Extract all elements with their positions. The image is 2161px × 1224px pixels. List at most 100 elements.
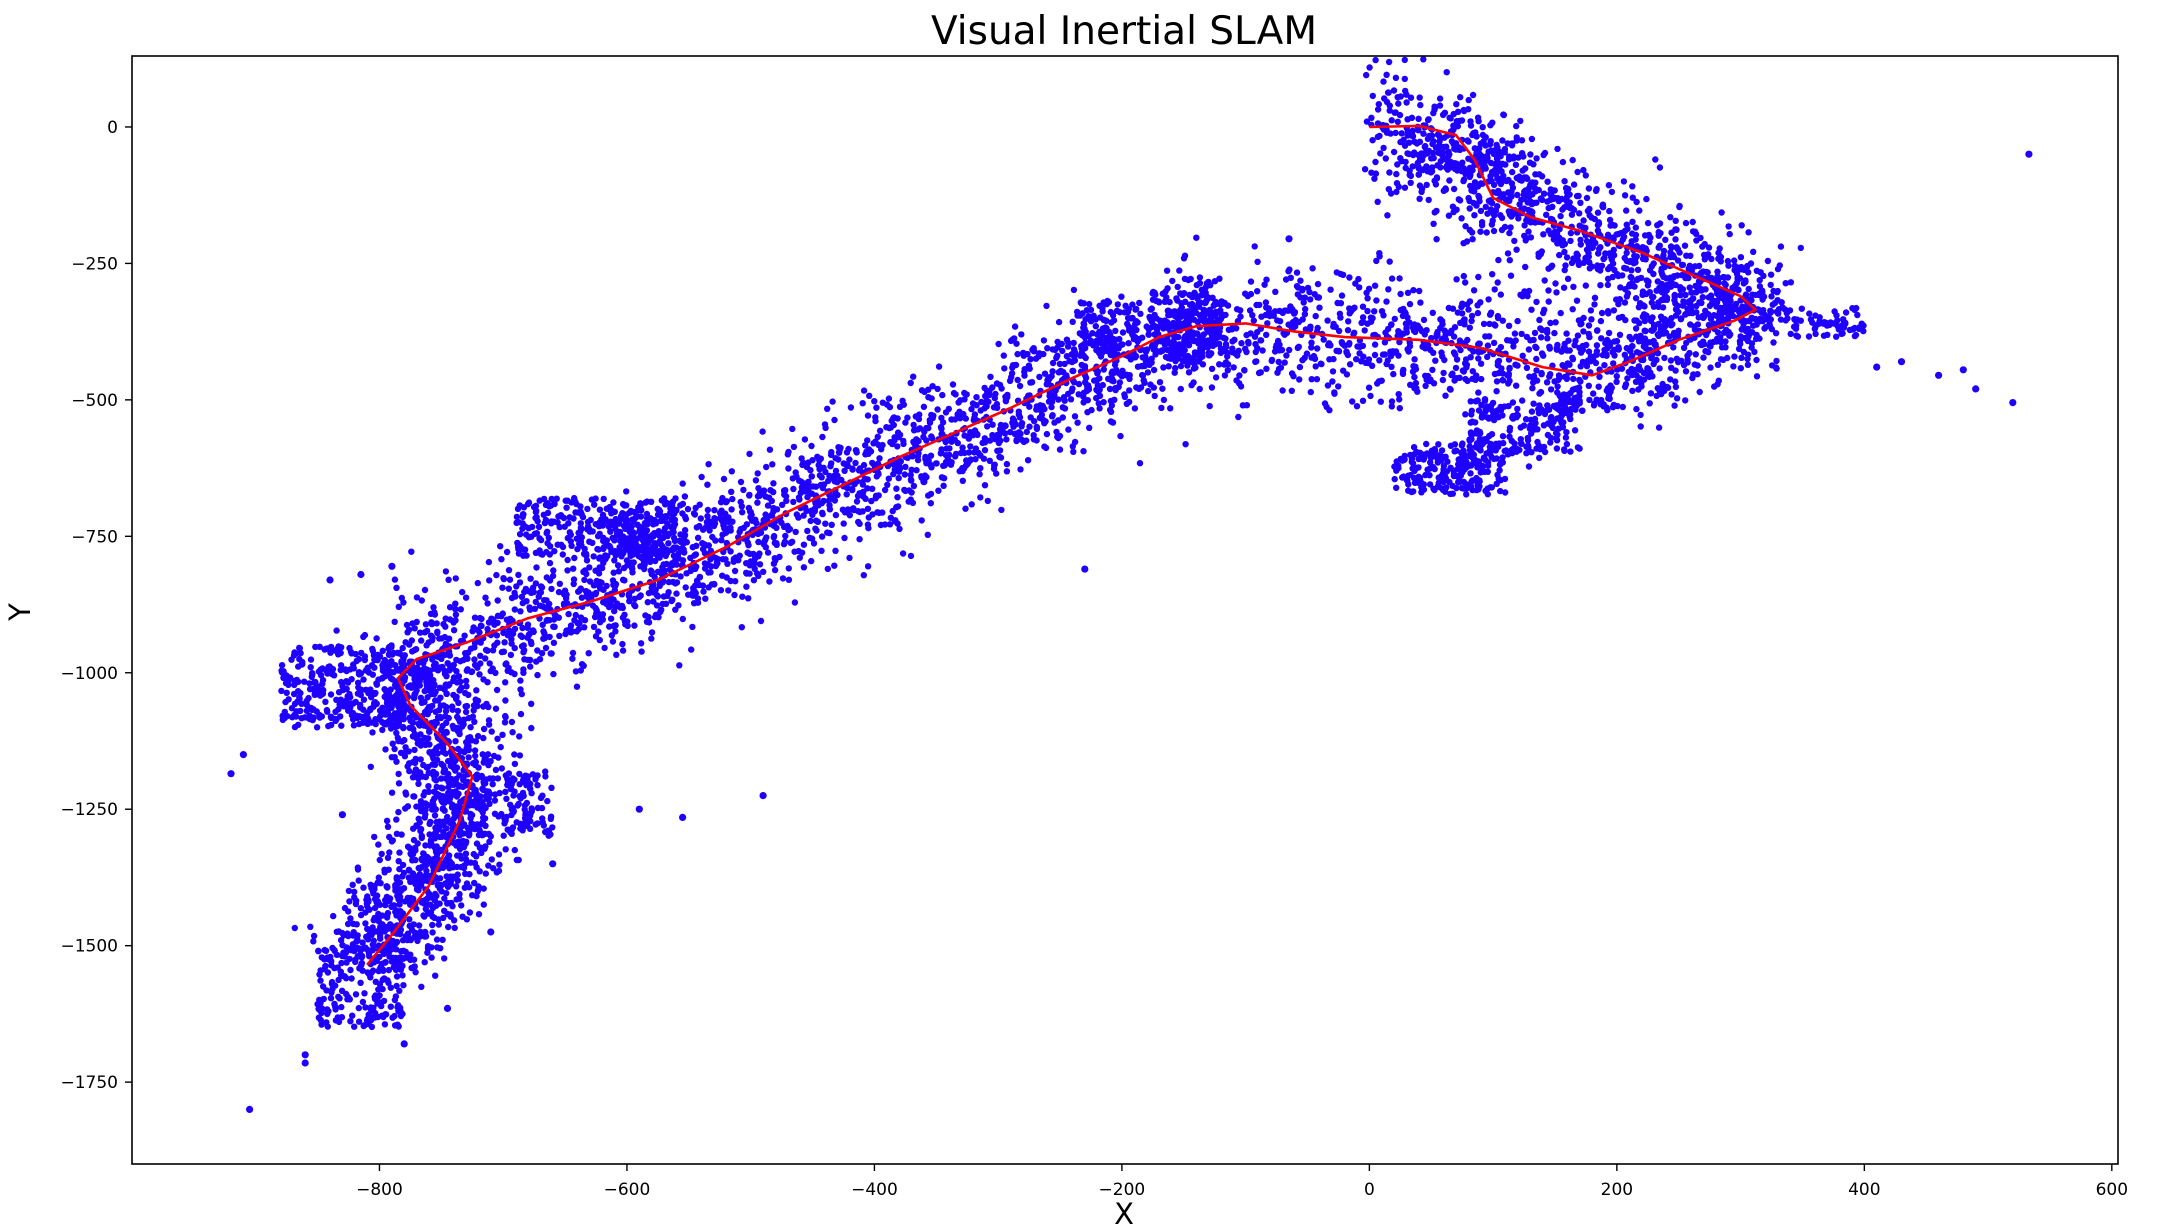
landmark-point — [565, 610, 572, 618]
landmark-point — [1482, 165, 1489, 172]
landmark-point — [1654, 222, 1661, 229]
landmark-point — [490, 865, 497, 872]
landmark-point — [1013, 340, 1020, 347]
landmark-point — [1251, 243, 1258, 250]
landmark-point — [1621, 299, 1629, 306]
landmark-point — [502, 679, 509, 686]
landmark-point — [743, 583, 750, 590]
landmark-point — [1067, 396, 1075, 403]
landmark-point — [431, 775, 438, 783]
landmark-point — [480, 734, 487, 742]
landmark-point — [569, 649, 577, 657]
landmark-point — [764, 549, 772, 556]
landmark-point — [993, 380, 1001, 387]
landmark-point — [576, 620, 583, 627]
landmark-point — [895, 474, 902, 482]
landmark-point — [1491, 286, 1498, 293]
landmark-point — [612, 628, 619, 635]
landmark-point — [1658, 265, 1665, 273]
landmark-point — [1692, 230, 1700, 237]
landmark-point — [1540, 190, 1548, 197]
landmark-point — [870, 440, 877, 447]
landmark-point — [1335, 383, 1342, 390]
landmark-point — [1568, 259, 1576, 267]
landmark-point — [704, 481, 711, 488]
landmark-point — [1396, 338, 1403, 346]
landmark-point — [1317, 360, 1325, 367]
landmark-point — [677, 573, 684, 580]
landmark-point — [399, 861, 407, 869]
landmark-point — [1074, 419, 1081, 426]
landmark-point — [1372, 56, 1379, 64]
landmark-point — [874, 460, 882, 467]
landmark-point — [527, 575, 534, 582]
landmark-point — [419, 773, 426, 780]
landmark-point — [1494, 203, 1501, 210]
landmark-point — [466, 734, 474, 741]
landmark-point — [572, 611, 579, 619]
landmark-point — [375, 874, 382, 881]
landmark-point — [1465, 194, 1472, 202]
landmark-point — [434, 629, 441, 637]
landmark-point — [779, 575, 787, 582]
landmark-point — [1523, 174, 1530, 181]
landmark-point — [1216, 361, 1223, 368]
landmark-point — [1519, 352, 1526, 359]
landmark-point — [756, 550, 763, 557]
landmark-point — [1706, 302, 1714, 310]
landmark-point — [876, 427, 884, 434]
landmark-point — [1172, 364, 1179, 372]
landmark-point — [1593, 351, 1601, 358]
landmark-point — [1421, 143, 1429, 151]
landmark-point — [665, 578, 673, 586]
landmark-point — [963, 391, 970, 398]
landmark-point — [432, 688, 439, 695]
landmark-point — [840, 520, 847, 527]
landmark-point — [1623, 207, 1630, 214]
landmark-point — [1551, 329, 1558, 337]
landmark-point — [1148, 359, 1155, 366]
landmark-point — [407, 708, 415, 715]
landmark-point — [1447, 329, 1455, 337]
landmark-point — [421, 698, 428, 706]
landmark-point — [1145, 387, 1152, 395]
landmark-point — [1324, 382, 1332, 389]
landmark-point — [1518, 330, 1525, 338]
landmark-point — [1395, 352, 1402, 359]
landmark-point — [923, 458, 930, 465]
landmark-point — [466, 830, 473, 838]
landmark-point — [1687, 336, 1694, 343]
landmark-point — [645, 619, 653, 626]
landmark-point — [1672, 378, 1679, 385]
landmark-point — [453, 693, 460, 700]
landmark-point — [1442, 186, 1450, 193]
landmark-point — [974, 431, 981, 438]
landmark-point — [1597, 317, 1605, 325]
landmark-point — [1442, 336, 1450, 343]
landmark-point — [1586, 333, 1593, 341]
landmark-point — [1579, 346, 1587, 354]
landmark-point — [1313, 376, 1321, 383]
landmark-point — [914, 453, 922, 460]
landmark-point — [492, 766, 500, 774]
landmark-point — [1283, 352, 1290, 359]
landmark-point — [460, 721, 467, 728]
landmark-point — [1450, 185, 1458, 193]
landmark-point — [1574, 258, 1582, 265]
landmark-point — [1580, 328, 1587, 335]
landmark-point — [770, 532, 778, 540]
landmark-point — [998, 506, 1005, 514]
landmark-point — [791, 599, 799, 606]
landmark-point — [395, 770, 402, 778]
landmark-point — [1137, 310, 1144, 317]
landmark-point — [1556, 226, 1563, 233]
landmark-point — [413, 682, 420, 689]
landmark-point — [1557, 212, 1564, 220]
landmark-point — [1365, 285, 1373, 292]
landmark-point — [469, 760, 477, 767]
landmark-point — [1663, 287, 1671, 294]
landmark-point — [810, 540, 818, 547]
landmark-point — [1411, 373, 1418, 381]
landmark-point — [1713, 297, 1720, 305]
